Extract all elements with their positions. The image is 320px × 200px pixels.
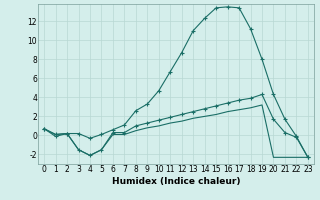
X-axis label: Humidex (Indice chaleur): Humidex (Indice chaleur) (112, 177, 240, 186)
